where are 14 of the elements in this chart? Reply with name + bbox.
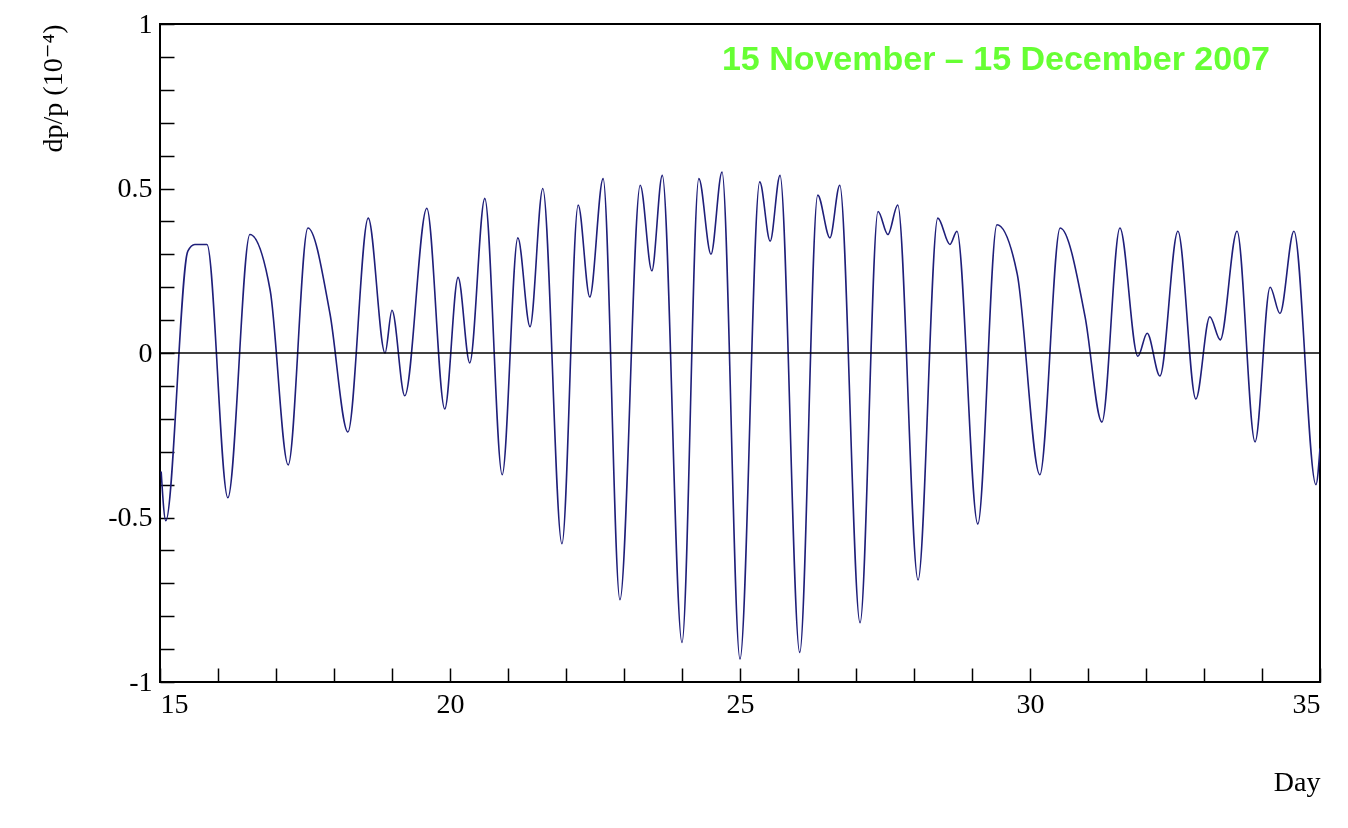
y-tick-label: -1 <box>129 665 153 697</box>
x-tick-label: 15 <box>160 687 189 719</box>
y-tick-label: 1 <box>138 7 153 39</box>
y-tick-label: 0.5 <box>117 172 153 203</box>
x-tick-label: 30 <box>1016 687 1045 719</box>
y-axis-title: dp/p (10⁻⁴) <box>37 24 69 153</box>
x-axis-title: Day <box>1273 765 1321 797</box>
x-tick-label: 35 <box>1292 687 1321 719</box>
x-tick-label: 20 <box>436 687 465 719</box>
x-tick-label: 25 <box>726 687 755 719</box>
chart-title: 15 November – 15 December 2007 <box>721 39 1270 77</box>
y-tick-label: -0.5 <box>108 501 153 532</box>
line-series <box>160 171 1320 660</box>
y-tick-label: 0 <box>138 336 153 368</box>
